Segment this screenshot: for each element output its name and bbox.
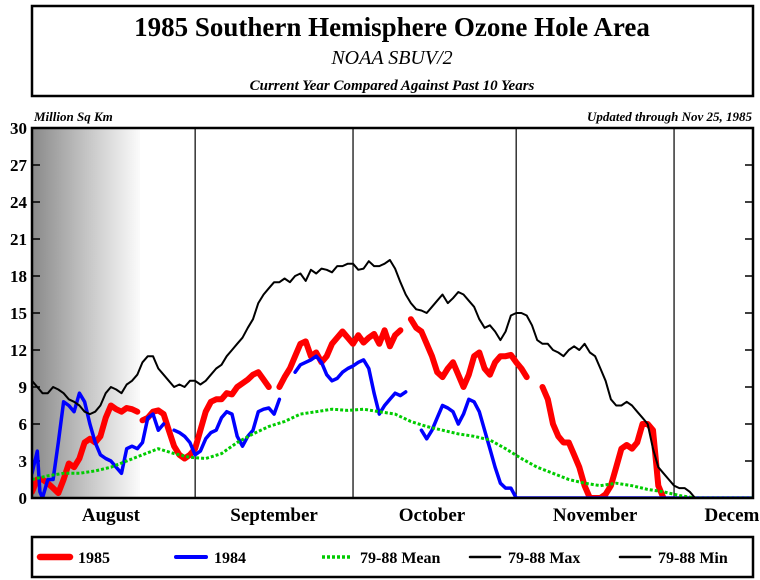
chart-subtitle: NOAA SBUV/2 (330, 47, 452, 69)
y-tick-label: 12 (10, 341, 27, 360)
series-1984-line-1 (172, 397, 282, 457)
series-1985-line-4 (539, 384, 667, 498)
series-79-88-mean-line-0 (31, 407, 753, 498)
legend-label: 79-88 Max (508, 550, 580, 567)
month-gridlines (194, 128, 675, 498)
y-tick-label: 24 (10, 193, 28, 212)
y-unit-label: Million Sq Km (33, 109, 113, 124)
month-label: November (553, 505, 638, 526)
series-1984-line-0 (31, 391, 166, 498)
legend: 1985 1984 79-88 Mean 79-88 Max 79-88 Min (36, 550, 728, 567)
chart-caption: Current Year Compared Against Past 10 Ye… (250, 78, 535, 94)
legend-label: 79-88 Min (658, 550, 728, 567)
title-box (30, 4, 755, 98)
series-1985-line-2 (276, 327, 404, 390)
month-label: October (399, 505, 466, 526)
y-tick-label: 18 (10, 267, 27, 286)
legend-label: 79-88 Mean (360, 550, 441, 567)
y-tick-label: 27 (10, 156, 28, 175)
series-1985-line-3 (407, 316, 530, 390)
y-tick-label: 3 (19, 452, 28, 471)
winter-shade (32, 128, 140, 498)
series-1984-line-3 (419, 397, 753, 498)
legend-label: 1985 (78, 550, 110, 567)
y-tick-label: 0 (19, 489, 28, 508)
series-79-88-max-line-0 (31, 259, 753, 498)
month-label: Decem (705, 505, 760, 526)
month-label: September (230, 505, 318, 526)
y-tick-label: 21 (10, 230, 27, 249)
series-1985-line-1 (139, 369, 272, 462)
month-label: August (82, 505, 141, 526)
y-tick-label: 15 (10, 304, 27, 323)
y-tick-label: 30 (10, 119, 27, 138)
updated-label: Updated through Nov 25, 1985 (587, 109, 753, 124)
series-layer (31, 259, 753, 498)
series-1985-line-0 (31, 402, 141, 497)
plot-frame (30, 126, 755, 500)
y-tick-label: 6 (19, 415, 28, 434)
y-tick-label: 9 (19, 378, 28, 397)
legend-label: 1984 (214, 550, 246, 567)
chart-title: 1985 Southern Hemisphere Ozone Hole Area (134, 12, 650, 42)
series-1984-line-2 (293, 354, 408, 416)
x-axis-months: August September October November Decem (82, 505, 760, 526)
